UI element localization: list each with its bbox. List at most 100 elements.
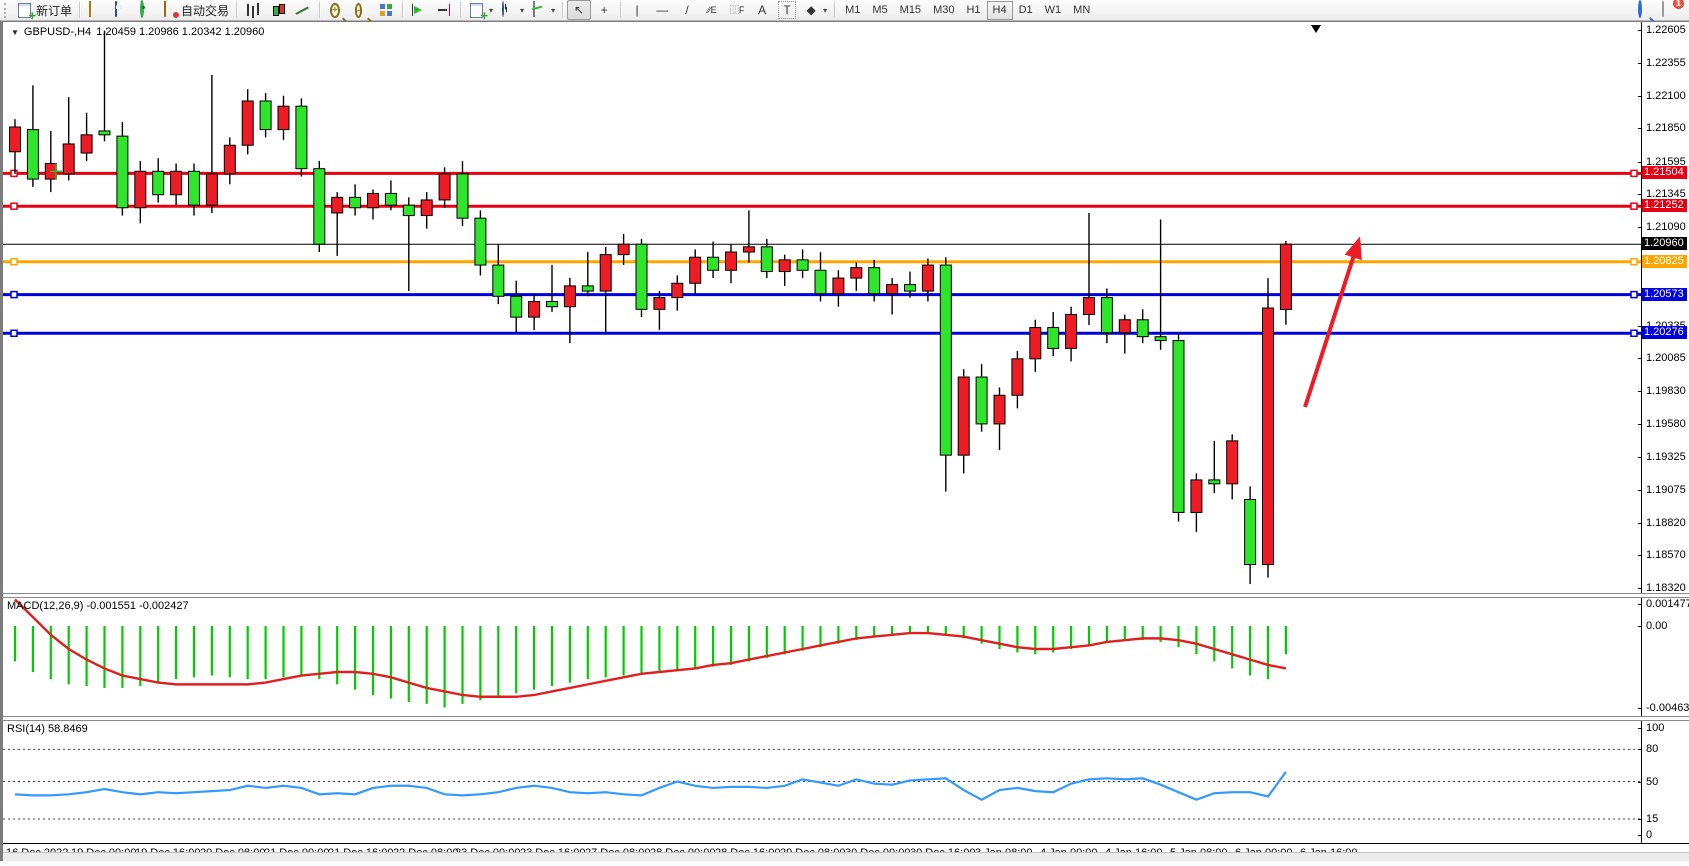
candle-body bbox=[796, 259, 809, 271]
timeframe-button-m15[interactable]: M15 bbox=[899, 4, 922, 16]
axis-tick-label: 1.22100 bbox=[1646, 89, 1686, 102]
vertical-line-button[interactable]: | bbox=[625, 0, 649, 20]
price-axis[interactable]: 1.22605 1.22355 1.22100 1.21850 1.21595 1.213… bbox=[1638, 22, 1689, 594]
timeframe-button-h1[interactable]: H1 bbox=[966, 4, 981, 16]
auto-scroll-button[interactable] bbox=[407, 0, 431, 20]
rsi-axis[interactable]: 100 80 50 15 0 bbox=[1638, 721, 1689, 843]
rsi-canvas[interactable] bbox=[3, 721, 1641, 843]
cursor-button[interactable]: ↖ bbox=[567, 0, 592, 20]
new-order-label: 新订单 bbox=[36, 3, 73, 18]
rsi-line bbox=[14, 771, 1287, 801]
line-handle[interactable] bbox=[1630, 202, 1638, 210]
candle-body bbox=[921, 264, 934, 292]
crosshair-button[interactable]: + bbox=[592, 0, 616, 20]
indicators-icon bbox=[470, 2, 488, 23]
timeframe-button-m5[interactable]: M5 bbox=[872, 4, 888, 16]
pane-separator[interactable] bbox=[3, 593, 1689, 598]
text-label-button[interactable]: T bbox=[775, 0, 799, 20]
periods-caret[interactable]: ▾ bbox=[520, 5, 525, 15]
terminal-button[interactable] bbox=[109, 0, 133, 20]
line-handle[interactable] bbox=[10, 202, 18, 210]
zoom-out-button[interactable]: - bbox=[349, 0, 373, 20]
timeframe-button-m30[interactable]: M30 bbox=[933, 4, 955, 16]
trend-arrow-line[interactable] bbox=[1303, 245, 1359, 408]
line-handle[interactable] bbox=[1630, 329, 1638, 338]
candlestick-canvas[interactable] bbox=[3, 22, 1641, 593]
notifications-button[interactable]: 1 bbox=[1657, 0, 1685, 20]
macd-pane[interactable]: MACD(12,26,9) -0.001551 -0.002427 0.0014… bbox=[3, 598, 1689, 716]
candle-body bbox=[868, 267, 881, 295]
candlestick-chart-button[interactable] bbox=[266, 0, 290, 20]
candle-body bbox=[384, 192, 397, 206]
line-handle[interactable] bbox=[1630, 169, 1638, 178]
line-chart-button[interactable] bbox=[291, 0, 315, 20]
timeframe-button-mn[interactable]: MN bbox=[1073, 4, 1091, 16]
timeframe-button-w1[interactable]: W1 bbox=[1044, 4, 1062, 16]
candle-body bbox=[1172, 340, 1185, 513]
pane-separator[interactable] bbox=[3, 716, 1689, 721]
axis-tick bbox=[1638, 728, 1642, 729]
arrows-caret[interactable]: ▾ bbox=[823, 5, 828, 15]
indicators-button[interactable]: ▾ bbox=[465, 0, 496, 23]
candle-body bbox=[116, 135, 129, 209]
line-handle[interactable] bbox=[10, 169, 18, 178]
new-order-button[interactable]: 新订单 bbox=[13, 0, 75, 23]
line-handle[interactable] bbox=[10, 329, 18, 338]
macd-axis[interactable]: 0.001477 0.00 -0.004636 bbox=[1638, 598, 1689, 716]
bar-chart-button[interactable] bbox=[241, 0, 265, 20]
candle-body bbox=[1100, 297, 1113, 334]
arrows-icon: ◆ bbox=[806, 3, 816, 17]
line-handle[interactable] bbox=[1630, 290, 1638, 299]
candle-body bbox=[760, 246, 773, 273]
signals-button[interactable] bbox=[134, 0, 158, 20]
axis-tick-label: 80 bbox=[1646, 743, 1659, 756]
periods-button[interactable]: ▾ bbox=[497, 0, 527, 20]
candle-body bbox=[295, 105, 308, 170]
candle-body bbox=[1208, 479, 1221, 485]
toolbar-drag-handle[interactable] bbox=[4, 2, 10, 18]
auto-trading-button[interactable]: 自动交易 bbox=[159, 0, 232, 20]
gold-ingot-button[interactable] bbox=[84, 0, 108, 20]
candle-body bbox=[993, 394, 1006, 425]
timeframe-button-m1[interactable]: M1 bbox=[845, 4, 861, 16]
tile-windows-button[interactable] bbox=[374, 0, 398, 20]
axis-tick bbox=[1638, 781, 1642, 783]
candle-body bbox=[671, 282, 684, 299]
line-handle[interactable] bbox=[10, 258, 18, 266]
trendline-button[interactable]: / bbox=[675, 0, 699, 20]
zoom-in-button[interactable]: + bbox=[324, 0, 348, 20]
auto-trading-icon bbox=[164, 1, 167, 17]
horizontal-line-button[interactable]: — bbox=[650, 0, 674, 20]
timeframe-button-d1[interactable]: D1 bbox=[1018, 4, 1033, 16]
candle-body bbox=[205, 173, 218, 206]
price-badge: 1.20573 bbox=[1642, 287, 1687, 301]
zoom-in-icon: + bbox=[330, 3, 340, 18]
trend-arrow-head[interactable] bbox=[1344, 236, 1362, 261]
candle-body bbox=[26, 129, 39, 180]
toolbar-separator bbox=[460, 2, 462, 18]
search-button[interactable] bbox=[1632, 0, 1656, 20]
price-badge: 1.20960 bbox=[1642, 237, 1687, 251]
chart-ohlc-values: 1.20459 1.20986 1.20342 1.20960 bbox=[96, 26, 265, 38]
channel-button[interactable]: ⿲F bbox=[725, 0, 749, 20]
macd-canvas[interactable] bbox=[3, 598, 1641, 716]
chart-shift-button[interactable] bbox=[432, 0, 456, 20]
indicators-caret[interactable]: ▾ bbox=[489, 5, 494, 15]
arrows-button[interactable]: ◆ ▾ bbox=[800, 0, 830, 20]
chat-bubble-icon bbox=[1662, 1, 1664, 17]
rsi-pane[interactable]: RSI(14) 58.8469 100 80 50 15 0 bbox=[3, 721, 1689, 843]
price-chart-pane[interactable]: ▼ GBPUSD-,H4 1.20459 1.20986 1.20342 1.2… bbox=[3, 22, 1689, 594]
templates-caret[interactable]: ▾ bbox=[551, 5, 556, 15]
chart-window: ▼ GBPUSD-,H4 1.20459 1.20986 1.20342 1.2… bbox=[0, 21, 1689, 866]
fibonacci-button[interactable]: ∕∕E bbox=[700, 0, 724, 20]
templates-button[interactable]: ▾ bbox=[528, 0, 558, 20]
text-button[interactable]: A bbox=[750, 0, 774, 20]
axis-tick-label: 1.21345 bbox=[1646, 188, 1686, 201]
line-handle[interactable] bbox=[10, 290, 18, 299]
ohlc-toggle-icon[interactable]: ▼ bbox=[11, 27, 19, 37]
candle-body bbox=[9, 126, 21, 153]
timeframe-button-h4[interactable]: H4 bbox=[986, 0, 1013, 20]
candle-body bbox=[402, 204, 415, 217]
chart-shift-marker[interactable] bbox=[1311, 25, 1321, 33]
line-handle[interactable] bbox=[1630, 258, 1638, 266]
